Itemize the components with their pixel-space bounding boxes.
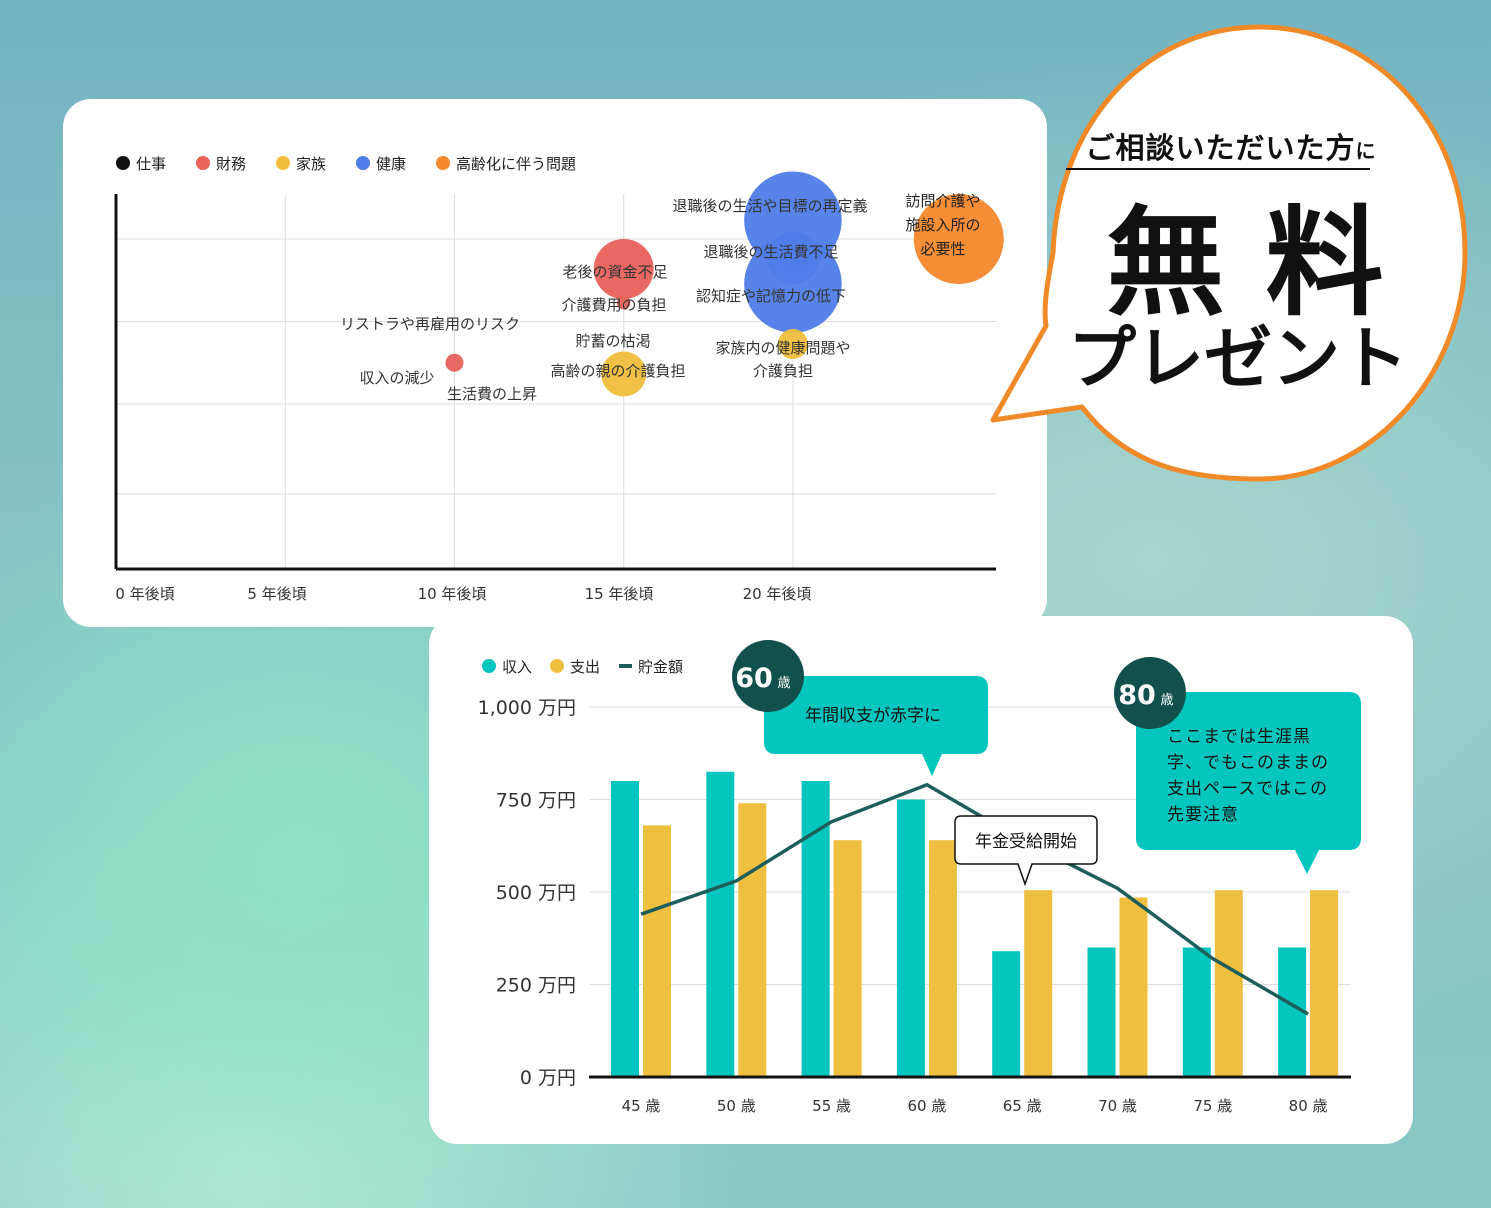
bubble-label-line: 訪問介護や bbox=[905, 192, 980, 210]
free-label: 生活費の上昇 bbox=[447, 385, 537, 403]
x-tick-label: 20 年後頃 bbox=[743, 585, 812, 603]
legend-label-income: 収入 bbox=[502, 658, 532, 676]
bar-income bbox=[1087, 947, 1116, 1077]
y-tick-label: 0 万円 bbox=[520, 1067, 576, 1089]
bar-income bbox=[992, 951, 1021, 1077]
legend-label-savings: 貯金額 bbox=[638, 658, 683, 676]
y-tick-label: 1,000 万円 bbox=[478, 697, 576, 719]
bar-expense bbox=[1024, 890, 1053, 1077]
x-tick-label: 70 歳 bbox=[1098, 1097, 1137, 1115]
promo-present-text: プレゼント bbox=[1068, 320, 1408, 399]
callout-80-box bbox=[1136, 692, 1361, 874]
y-tick-label: 250 万円 bbox=[496, 975, 576, 997]
x-tick-label: 80 歳 bbox=[1289, 1097, 1328, 1115]
bar-expense bbox=[1310, 890, 1339, 1077]
bubble-label-line: 必要性 bbox=[920, 240, 965, 258]
bubble-aging bbox=[913, 194, 1004, 284]
cashflow-card: 0 万円 250 万円 500 万円 750 万円 1,000 万円 45 歳 50 歳 55… bbox=[429, 616, 1413, 1144]
legend-label-expense: 支出 bbox=[570, 658, 600, 676]
badge-60 bbox=[732, 640, 804, 712]
bubble-label: 訪問介護や施設入所の必要性 bbox=[905, 192, 980, 258]
free-label: リストラや再雇用のリスク bbox=[340, 315, 520, 333]
x-tick-label: 5 年後頃 bbox=[247, 585, 306, 603]
bubble-label: 退職後の生活費不足 bbox=[703, 243, 838, 261]
promo-line1: ご相談いただいた方 bbox=[1085, 131, 1355, 165]
bar-income bbox=[706, 771, 735, 1077]
bar-income bbox=[896, 799, 925, 1077]
bar-income bbox=[611, 781, 639, 1077]
badge-80-unit: 歳 bbox=[1160, 693, 1173, 708]
bar-income bbox=[1278, 947, 1307, 1077]
bubble-label-line: 介護負担 bbox=[753, 362, 813, 380]
bubble-label: 高齢の親の介護負担 bbox=[550, 362, 685, 380]
bubble-finance bbox=[445, 353, 464, 372]
bubble-finance bbox=[593, 239, 654, 299]
bubble-label: 介護費用の負担 bbox=[561, 296, 666, 314]
legend-dot-aging bbox=[436, 156, 450, 170]
x-tick-label: 60 歳 bbox=[907, 1097, 946, 1115]
promo-line1-suffix: に bbox=[1356, 139, 1377, 163]
badge-60-unit: 歳 bbox=[777, 676, 790, 691]
callout-60-box bbox=[764, 676, 988, 776]
legend-label-finance: 財務 bbox=[216, 155, 246, 173]
x-tick-label: 50 歳 bbox=[717, 1097, 756, 1115]
bubble-label: 老後の資金不足 bbox=[562, 263, 667, 281]
legend-label-aging: 高齢化に伴う問題 bbox=[456, 155, 576, 173]
callout-60-text: 年間収支が赤字に bbox=[805, 706, 941, 726]
legend-dot-family bbox=[276, 156, 290, 170]
x-tick-label: 75 歳 bbox=[1193, 1097, 1232, 1115]
badge-80 bbox=[1114, 657, 1186, 729]
y-tick-label: 750 万円 bbox=[496, 790, 576, 812]
badge-60-num: 60 bbox=[735, 663, 773, 694]
bubble-health bbox=[744, 235, 842, 333]
x-tick-label: 55 歳 bbox=[812, 1097, 851, 1115]
legend-dot-health bbox=[356, 156, 370, 170]
legend-label-health: 健康 bbox=[376, 155, 406, 173]
bubble-label: 収入の減少 bbox=[359, 369, 434, 387]
bubble-family bbox=[601, 351, 647, 397]
bar-expense bbox=[833, 840, 862, 1077]
legend-dot-finance bbox=[196, 156, 210, 170]
callout-80-text: 字、でもこのままの bbox=[1167, 753, 1329, 773]
x-tick-label: 65 歳 bbox=[1003, 1097, 1042, 1115]
callout-80-text: ここまでは生涯黒 bbox=[1167, 727, 1311, 747]
x-tick-label: 15 年後頃 bbox=[585, 585, 654, 603]
bar-expense bbox=[738, 803, 767, 1077]
legend-label-family: 家族 bbox=[296, 155, 326, 173]
pension-callout-text: 年金受給開始 bbox=[975, 832, 1077, 852]
y-tick-label: 500 万円 bbox=[496, 882, 576, 904]
bar-expense bbox=[1214, 890, 1243, 1077]
bar-expense bbox=[1119, 897, 1148, 1077]
bubble-label: 認知症や記憶力の低下 bbox=[696, 287, 846, 305]
legend-label-job: 仕事 bbox=[136, 155, 166, 173]
legend-dot-income bbox=[482, 659, 496, 673]
callout-80-text: 先要注意 bbox=[1167, 805, 1239, 825]
promo-bubble-shape bbox=[990, 24, 1468, 482]
bar-income bbox=[1182, 947, 1211, 1077]
bar-expense bbox=[928, 840, 957, 1077]
bubble-label: 家族内の健康問題や介護負担 bbox=[715, 339, 850, 380]
callout-80-text: 支出ペースではこの bbox=[1167, 779, 1328, 799]
svg-text:ご相談いただいた方に: ご相談いただいた方に bbox=[1085, 131, 1376, 165]
x-tick-label: 0 年後頃 bbox=[115, 585, 174, 603]
bubble-finance bbox=[616, 296, 631, 310]
badge-80-num: 80 bbox=[1118, 680, 1156, 711]
savings-line bbox=[640, 782, 1309, 1016]
bubble-label-line: 家族内の健康問題や bbox=[715, 339, 850, 357]
bar-expense bbox=[643, 825, 671, 1077]
promo-free-text: 無 料 bbox=[1106, 194, 1383, 332]
bubble-family bbox=[777, 329, 808, 359]
cashflow-bar-chart: 0 万円 250 万円 500 万円 750 万円 1,000 万円 45 歳 50 歳 55… bbox=[478, 640, 1361, 1115]
legend-dot-expense bbox=[550, 659, 564, 673]
pension-callout-box bbox=[954, 815, 1098, 887]
bubble-label: 退職後の生活や目標の再定義 bbox=[672, 197, 867, 215]
x-tick-label: 45 歳 bbox=[622, 1097, 661, 1115]
legend-dot-job bbox=[116, 156, 130, 170]
free-label: 貯蓄の枯渇 bbox=[575, 332, 650, 350]
bubble-label-line: 施設入所の bbox=[905, 216, 980, 234]
x-tick-label: 10 年後頃 bbox=[418, 585, 487, 603]
risk-timeline-card: 仕事 財務 家族 健康 高齢化に伴う問題収入の減少 老後の資金不足 介護費用の負担高齢の親の… bbox=[63, 99, 1047, 627]
